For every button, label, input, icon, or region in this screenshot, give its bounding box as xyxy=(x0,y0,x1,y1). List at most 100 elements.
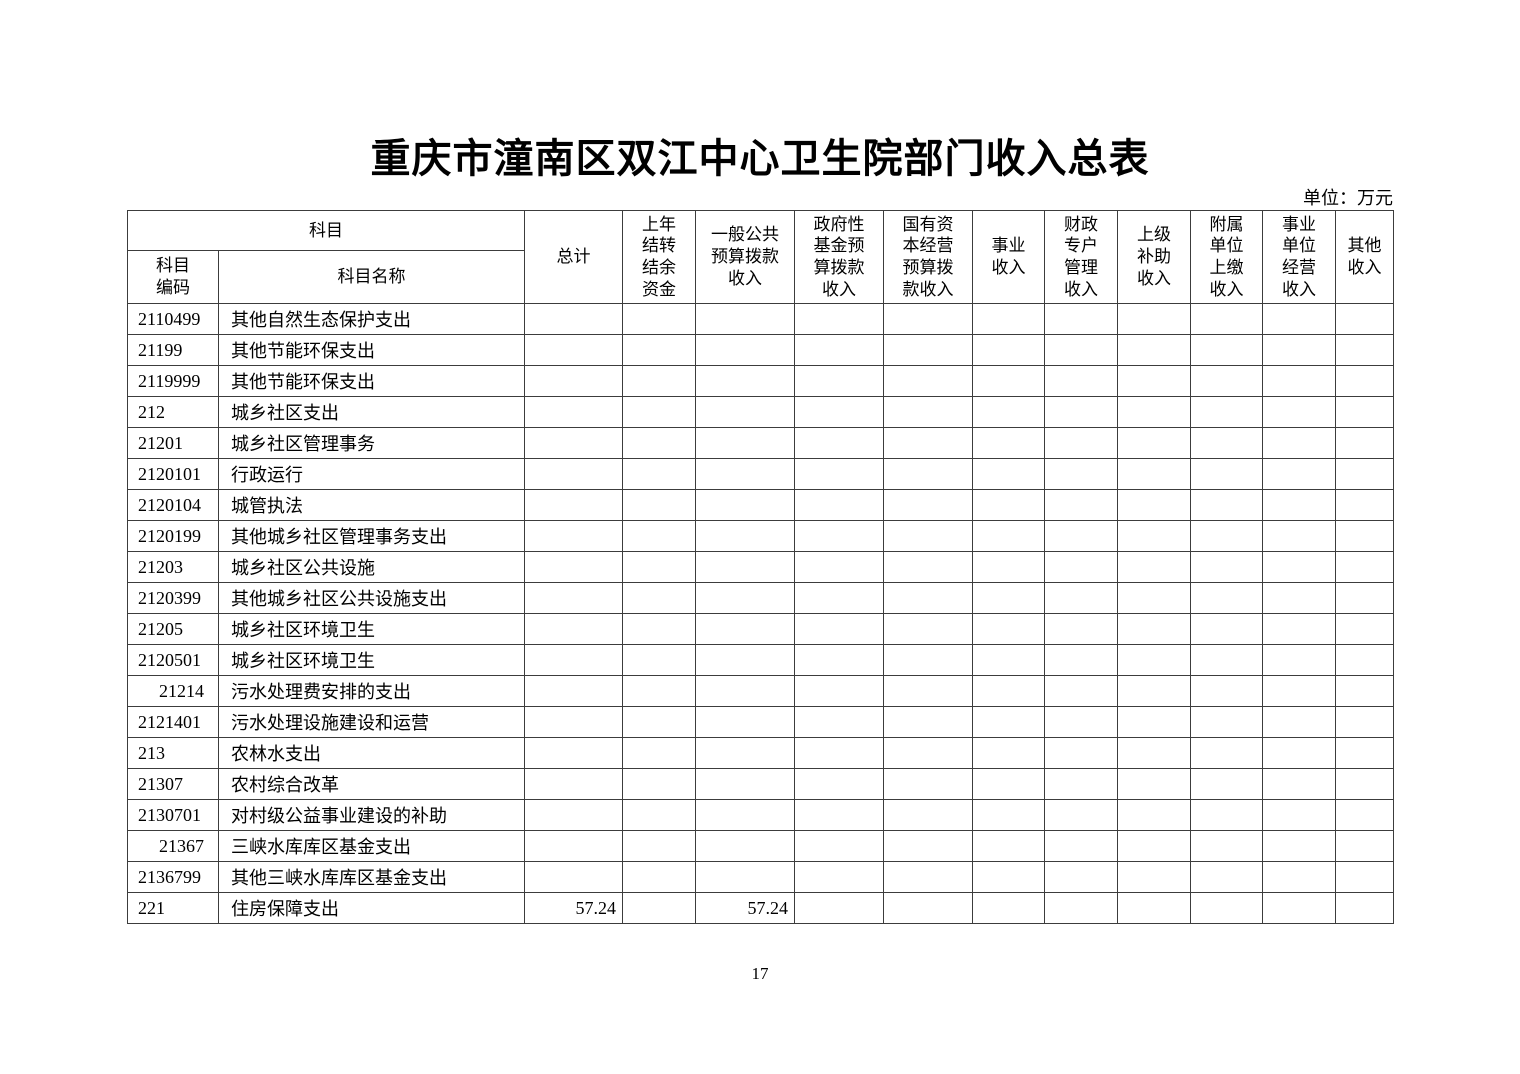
value-cell xyxy=(524,303,623,335)
value-cell xyxy=(1044,706,1118,738)
value-cell xyxy=(1190,396,1263,428)
value-cell xyxy=(1262,365,1336,397)
value-cell xyxy=(1262,830,1336,862)
value-cell xyxy=(883,830,973,862)
value-cell xyxy=(1044,892,1118,924)
value-cell xyxy=(1117,830,1191,862)
value-cell xyxy=(695,768,795,800)
value-cell xyxy=(695,582,795,614)
value-cell xyxy=(1262,799,1336,831)
header-total: 总计 xyxy=(524,210,623,304)
value-cell xyxy=(1262,334,1336,366)
value-cell xyxy=(1262,396,1336,428)
subject-name-cell: 污水处理费安排的支出 xyxy=(218,675,525,707)
subject-name-cell: 三峡水库库区基金支出 xyxy=(218,830,525,862)
value-cell xyxy=(695,675,795,707)
table-row: 212 城乡社区支出 xyxy=(127,396,1394,428)
value-cell xyxy=(1262,458,1336,490)
value-cell xyxy=(794,737,884,769)
value-cell xyxy=(524,489,623,521)
value-cell xyxy=(524,458,623,490)
value-cell xyxy=(972,830,1045,862)
subject-name-cell: 其他自然生态保护支出 xyxy=(218,303,525,335)
subject-name-cell: 农村综合改革 xyxy=(218,768,525,800)
value-cell xyxy=(1117,489,1191,521)
value-cell xyxy=(1044,520,1118,552)
subject-name-cell: 城乡社区管理事务 xyxy=(218,427,525,459)
value-cell xyxy=(1117,861,1191,893)
subject-name-cell: 其他城乡社区公共设施支出 xyxy=(218,582,525,614)
value-cell xyxy=(1044,303,1118,335)
value-cell xyxy=(524,427,623,459)
value-cell xyxy=(883,458,973,490)
value-cell xyxy=(1190,737,1263,769)
value-cell xyxy=(695,334,795,366)
value-cell xyxy=(695,737,795,769)
subject-name-cell: 住房保障支出 xyxy=(218,892,525,924)
value-cell xyxy=(883,303,973,335)
value-cell xyxy=(622,582,696,614)
value-cell xyxy=(1044,644,1118,676)
subject-code-cell: 2120101 xyxy=(127,458,219,490)
value-cell xyxy=(695,830,795,862)
table-row: 2110499 其他自然生态保护支出 xyxy=(127,303,1394,335)
value-cell xyxy=(1044,365,1118,397)
value-cell xyxy=(1044,396,1118,428)
value-cell xyxy=(622,396,696,428)
value-cell xyxy=(1262,706,1336,738)
value-cell xyxy=(524,644,623,676)
value-cell xyxy=(972,644,1045,676)
value-cell xyxy=(1117,458,1191,490)
value-cell xyxy=(695,613,795,645)
value-cell xyxy=(972,768,1045,800)
value-cell xyxy=(1335,644,1394,676)
value-cell xyxy=(695,396,795,428)
value-cell xyxy=(794,427,884,459)
value-cell xyxy=(883,613,973,645)
value-cell xyxy=(524,706,623,738)
value-cell xyxy=(1335,551,1394,583)
value-cell xyxy=(1044,768,1118,800)
value-cell xyxy=(622,892,696,924)
value-cell xyxy=(695,861,795,893)
value-cell xyxy=(794,582,884,614)
value-cell xyxy=(622,737,696,769)
subject-name-cell: 其他节能环保支出 xyxy=(218,334,525,366)
value-cell xyxy=(1044,427,1118,459)
subject-code-cell: 2121401 xyxy=(127,706,219,738)
subject-code-cell: 2120104 xyxy=(127,489,219,521)
value-cell xyxy=(1335,427,1394,459)
value-cell xyxy=(1190,892,1263,924)
value-cell xyxy=(1335,675,1394,707)
value-cell xyxy=(1335,365,1394,397)
value-cell xyxy=(883,334,973,366)
value-cell xyxy=(1044,737,1118,769)
value-cell xyxy=(1117,737,1191,769)
value-cell xyxy=(1335,799,1394,831)
value-cell xyxy=(1190,768,1263,800)
value-cell xyxy=(794,396,884,428)
subject-name-cell: 其他三峡水库库区基金支出 xyxy=(218,861,525,893)
value-cell xyxy=(794,489,884,521)
header-general-public-budget-appropriation: 一般公共 预算拨款 收入 xyxy=(695,210,795,304)
value-cell xyxy=(794,768,884,800)
value-cell xyxy=(1117,582,1191,614)
value-cell xyxy=(622,458,696,490)
subject-name-cell: 城乡社区支出 xyxy=(218,396,525,428)
value-cell xyxy=(883,861,973,893)
value-cell xyxy=(1044,799,1118,831)
table-row: 21205 城乡社区环境卫生 xyxy=(127,613,1394,645)
header-fiscal-special-account: 财政 专户 管理 收入 xyxy=(1044,210,1118,304)
page-number: 17 xyxy=(751,964,769,983)
value-cell xyxy=(972,489,1045,521)
subject-code-cell: 2136799 xyxy=(127,861,219,893)
value-cell xyxy=(524,768,623,800)
income-summary-table: 科目 总计 上年 结转 结余 资金 一般公共 预算拨款 收入 政府性 基金预 算… xyxy=(127,210,1394,924)
value-cell xyxy=(972,427,1045,459)
header-operational-income: 事业 收入 xyxy=(972,210,1045,304)
value-cell xyxy=(622,830,696,862)
header-subject-code: 科目 编码 xyxy=(127,250,219,304)
value-cell xyxy=(524,861,623,893)
value-cell xyxy=(622,334,696,366)
value-cell xyxy=(695,520,795,552)
